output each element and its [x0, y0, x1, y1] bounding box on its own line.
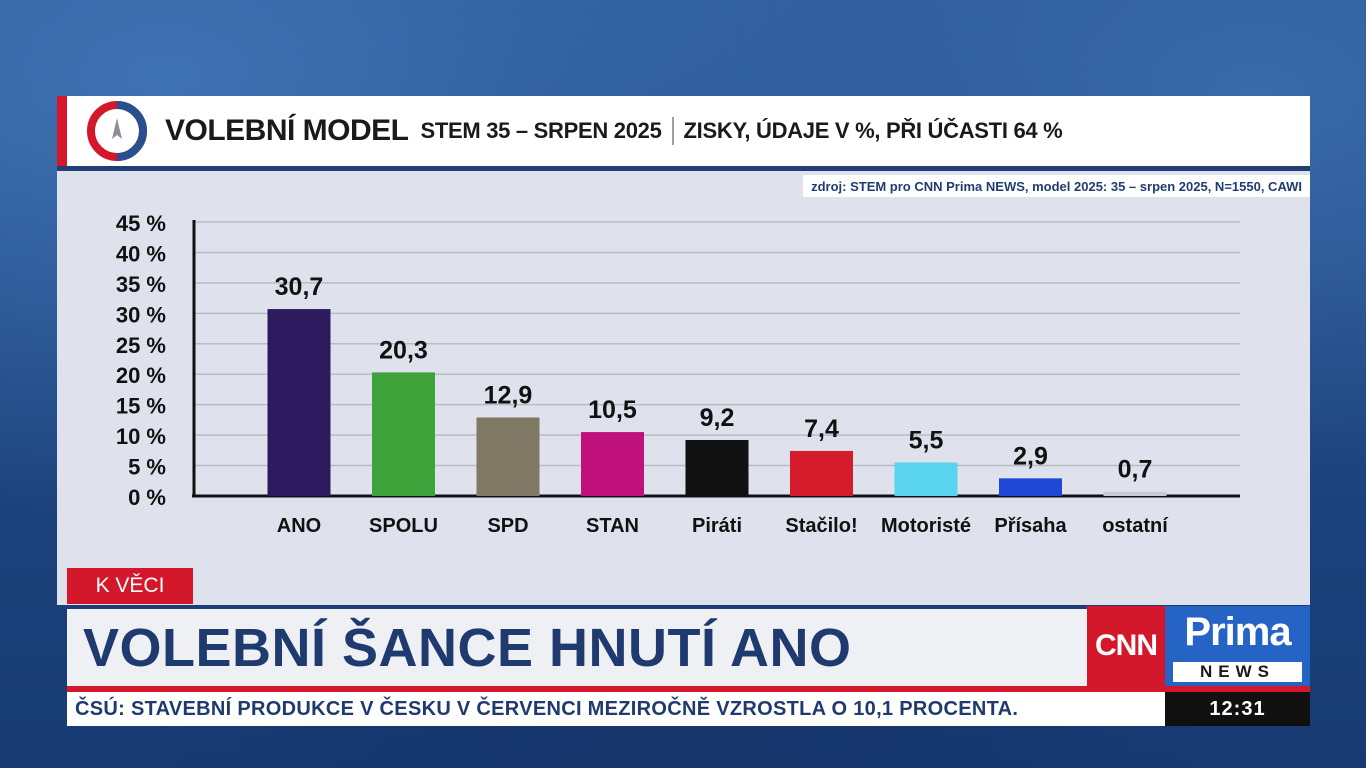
bar [790, 450, 853, 496]
bar-value-label: 12,9 [484, 381, 533, 409]
bar-value-label: 5,5 [909, 427, 944, 455]
bar-value-label: 10,5 [588, 396, 637, 424]
chart-detail: ZISKY, ÚDAJE V %, PŘI ÚČASTI 64 % [683, 118, 1063, 143]
x-category-label: STAN [586, 515, 639, 537]
cnn-logo-text: CNN [1095, 629, 1158, 662]
chart-header: VOLEBNÍ MODEL STEM 35 – SRPEN 2025 ZISKY… [57, 96, 1310, 166]
y-tick-label: 15 % [116, 394, 166, 419]
bar [1103, 491, 1167, 496]
header-separator [671, 117, 674, 145]
x-category-label: Stačilo! [785, 515, 857, 537]
ticker-divider [67, 686, 1310, 692]
x-category-label: SPOLU [369, 515, 438, 537]
prima-logo-text: Prima [1184, 610, 1291, 654]
bar-chart: 0 % 5 % 10 % 15 % 20 % 25 % 30 % 35 % 40 % 45 % 30… [116, 211, 1240, 537]
program-tag: K VĚCI [67, 568, 193, 604]
y-tick-label: 30 % [116, 302, 166, 327]
bar [476, 417, 540, 496]
bar [581, 432, 644, 496]
y-tick-label: 0 % [128, 485, 166, 510]
news-ticker: ČSÚ: STAVEBNÍ PRODUKCE V ČESKU V ČERVENC… [67, 692, 1165, 726]
x-category-label: SPD [487, 515, 528, 537]
stem-logo-icon [87, 101, 147, 161]
chart-subtitle: STEM 35 – SRPEN 2025 [420, 118, 662, 143]
news-logo-text: NEWS [1173, 662, 1302, 682]
bar [372, 372, 435, 496]
x-category-label: Motoristé [881, 515, 971, 537]
bar-value-label: 9,2 [700, 404, 735, 432]
bar-value-label: 7,4 [804, 415, 839, 443]
cnn-logo: CNN [1087, 606, 1165, 686]
headline: VOLEBNÍ ŠANCE HNUTÍ ANO [83, 617, 852, 678]
x-category-label: ANO [277, 515, 321, 537]
x-category-label: ostatní [1102, 515, 1169, 537]
header-underline [57, 166, 1310, 171]
bar [999, 478, 1062, 496]
headline-bar: VOLEBNÍ ŠANCE HNUTÍ ANO [67, 606, 1087, 686]
bar-value-label: 2,9 [1013, 442, 1048, 470]
x-category-label: Piráti [692, 515, 742, 537]
source-note: zdroj: STEM pro CNN Prima NEWS, model 20… [803, 175, 1310, 197]
bar [267, 309, 331, 496]
x-category-label: Přísaha [994, 515, 1067, 537]
bar [894, 462, 958, 496]
y-tick-label: 5 % [128, 455, 166, 480]
chart-panel: 0 % 5 % 10 % 15 % 20 % 25 % 30 % 35 % 40 % 45 % 30… [57, 171, 1310, 605]
bar-value-label: 20,3 [379, 336, 428, 364]
y-tick-label: 10 % [116, 424, 166, 449]
y-tick-label: 35 % [116, 272, 166, 297]
prima-news-logo: Prima NEWS [1165, 606, 1310, 686]
y-tick-label: 20 % [116, 363, 166, 388]
y-tick-label: 40 % [116, 241, 166, 266]
y-tick-label: 25 % [116, 333, 166, 358]
clock: 12:31 [1165, 692, 1310, 726]
chart-title: VOLEBNÍ MODEL [165, 114, 409, 147]
bar-value-label: 0,7 [1118, 456, 1153, 484]
bar [685, 439, 749, 496]
bar-value-label: 30,7 [275, 273, 324, 301]
y-tick-label: 45 % [116, 211, 166, 236]
